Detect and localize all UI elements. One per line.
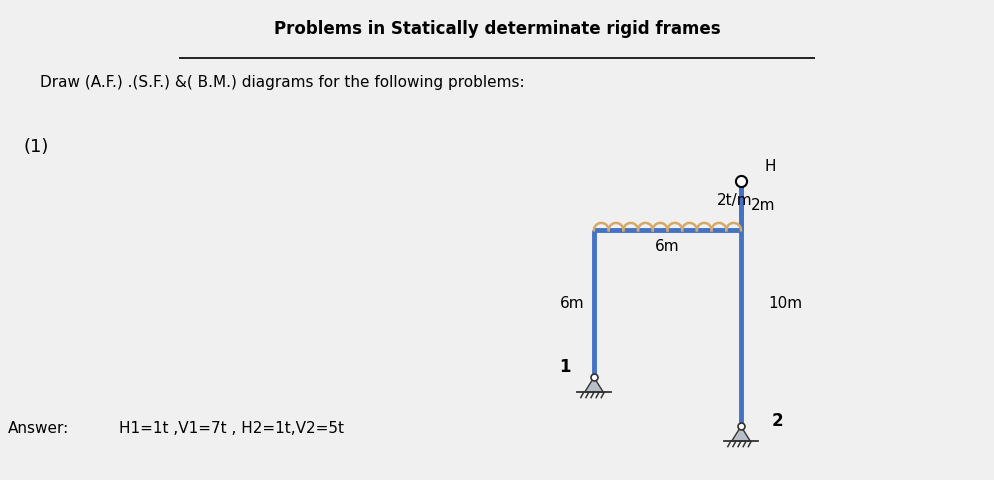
Text: 10m: 10m <box>768 296 802 311</box>
Text: Problems in Statically determinate rigid frames: Problems in Statically determinate rigid… <box>273 20 721 38</box>
Text: H1=1t ,V1=7t , H2=1t,V2=5t: H1=1t ,V1=7t , H2=1t,V2=5t <box>119 421 344 436</box>
Text: 2: 2 <box>772 412 783 431</box>
Text: Answer:: Answer: <box>8 421 70 436</box>
Text: 6m: 6m <box>655 239 680 254</box>
Text: 1: 1 <box>559 359 571 376</box>
Text: Draw (A.F.) .(S.F.) &( B.M.) diagrams for the following problems:: Draw (A.F.) .(S.F.) &( B.M.) diagrams fo… <box>40 75 525 90</box>
Text: 6m: 6m <box>560 296 584 311</box>
Text: 2m: 2m <box>750 198 775 213</box>
Text: H: H <box>764 159 776 174</box>
Polygon shape <box>584 377 603 392</box>
Text: 2t/m: 2t/m <box>717 193 752 208</box>
Text: (1): (1) <box>24 138 50 156</box>
Polygon shape <box>732 426 750 441</box>
